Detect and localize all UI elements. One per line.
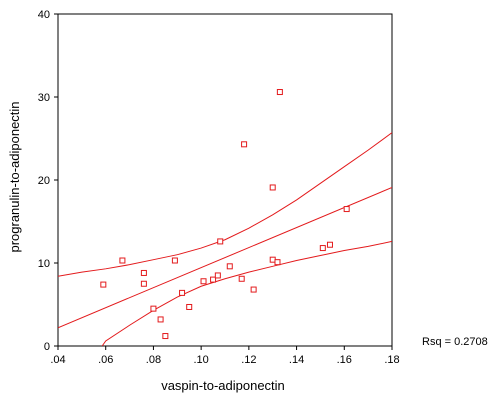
data-point	[274, 259, 281, 266]
data-point	[200, 278, 207, 285]
y-tick-label: 0	[44, 341, 50, 353]
y-tick-label: 30	[38, 92, 50, 104]
data-point	[269, 184, 276, 191]
data-point	[319, 245, 326, 252]
y-tick-label: 10	[38, 258, 50, 270]
data-point	[250, 286, 257, 293]
data-point	[162, 333, 169, 340]
data-point	[150, 305, 157, 312]
x-tick-label: .04	[50, 354, 65, 366]
data-point	[157, 316, 164, 323]
data-point	[140, 269, 147, 276]
data-point	[276, 89, 283, 96]
data-point	[171, 257, 178, 264]
data-point	[214, 272, 221, 279]
data-point	[119, 257, 126, 264]
r-squared-annotation: Rsq = 0.2708	[422, 336, 488, 348]
data-point	[210, 276, 217, 283]
regression-lines	[58, 132, 392, 346]
x-tick-label: .16	[337, 354, 352, 366]
upper-confidence-curve	[58, 132, 392, 277]
data-point	[269, 256, 276, 263]
y-tick-label: 40	[38, 9, 50, 21]
x-axis-title: vaspin-to-adiponectin	[161, 378, 285, 393]
x-tick-label: .14	[289, 354, 304, 366]
x-tick-label: .08	[146, 354, 161, 366]
data-point	[326, 241, 333, 248]
data-point	[179, 289, 186, 296]
plot-frame	[57, 13, 393, 347]
y-axis-title: progranulin-to-adiponectin	[7, 101, 22, 252]
x-tick-label: .12	[241, 354, 256, 366]
data-point	[241, 141, 248, 148]
x-axis-ticks: .04 .06 .08 .10 .12 .14 .16 .18	[50, 346, 400, 366]
data-point	[140, 280, 147, 287]
lower-confidence-curve	[101, 240, 392, 346]
data-point	[217, 238, 224, 245]
data-point	[186, 303, 193, 310]
y-axis-ticks: 0 10 20 30 40	[38, 9, 58, 353]
x-tick-label: .06	[98, 354, 113, 366]
data-point	[343, 206, 350, 213]
data-points	[100, 89, 350, 340]
data-point	[238, 275, 245, 282]
fit-line	[58, 187, 392, 329]
x-tick-label: .18	[384, 354, 399, 366]
y-tick-label: 20	[38, 175, 50, 187]
data-point	[100, 281, 107, 288]
x-tick-label: .10	[193, 354, 208, 366]
data-point	[226, 263, 233, 270]
